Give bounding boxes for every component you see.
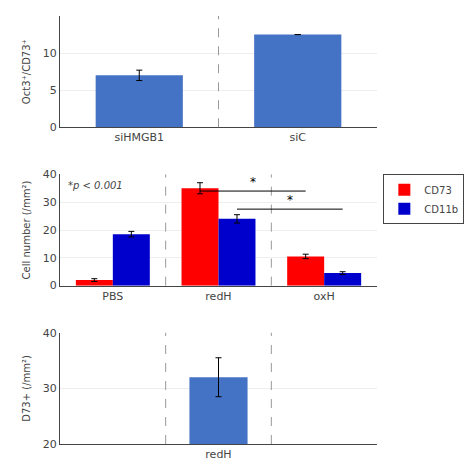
svg-text:20: 20 xyxy=(43,224,57,237)
svg-text:40: 40 xyxy=(43,327,57,340)
svg-text:oxH: oxH xyxy=(314,290,335,303)
svg-text:10: 10 xyxy=(43,252,57,265)
svg-text:siC: siC xyxy=(290,131,307,144)
svg-text:20: 20 xyxy=(43,438,57,451)
svg-text:CD73: CD73 xyxy=(424,185,451,196)
svg-text:redH: redH xyxy=(205,290,231,303)
svg-text:30: 30 xyxy=(43,196,57,209)
svg-text:D73+ (/mm²): D73+ (/mm²) xyxy=(21,355,32,422)
svg-text:*: * xyxy=(250,175,256,189)
svg-text:CD11b: CD11b xyxy=(424,204,458,215)
svg-text:10: 10 xyxy=(43,47,57,60)
svg-text:30: 30 xyxy=(43,382,57,395)
svg-text:*p < 0.001: *p < 0.001 xyxy=(68,180,123,191)
svg-text:Cell number (/mm²): Cell number (/mm²) xyxy=(21,181,32,280)
svg-text:siHMGB1: siHMGB1 xyxy=(114,131,164,144)
svg-text:0: 0 xyxy=(50,121,57,134)
svg-text:redH: redH xyxy=(205,448,231,461)
svg-text:40: 40 xyxy=(43,168,57,181)
svg-text:5: 5 xyxy=(50,84,57,97)
svg-text:Oct3⁺/CD73⁺: Oct3⁺/CD73⁺ xyxy=(21,39,32,104)
svg-text:0: 0 xyxy=(50,279,57,292)
svg-text:PBS: PBS xyxy=(102,290,123,303)
svg-text:*: * xyxy=(287,193,293,207)
